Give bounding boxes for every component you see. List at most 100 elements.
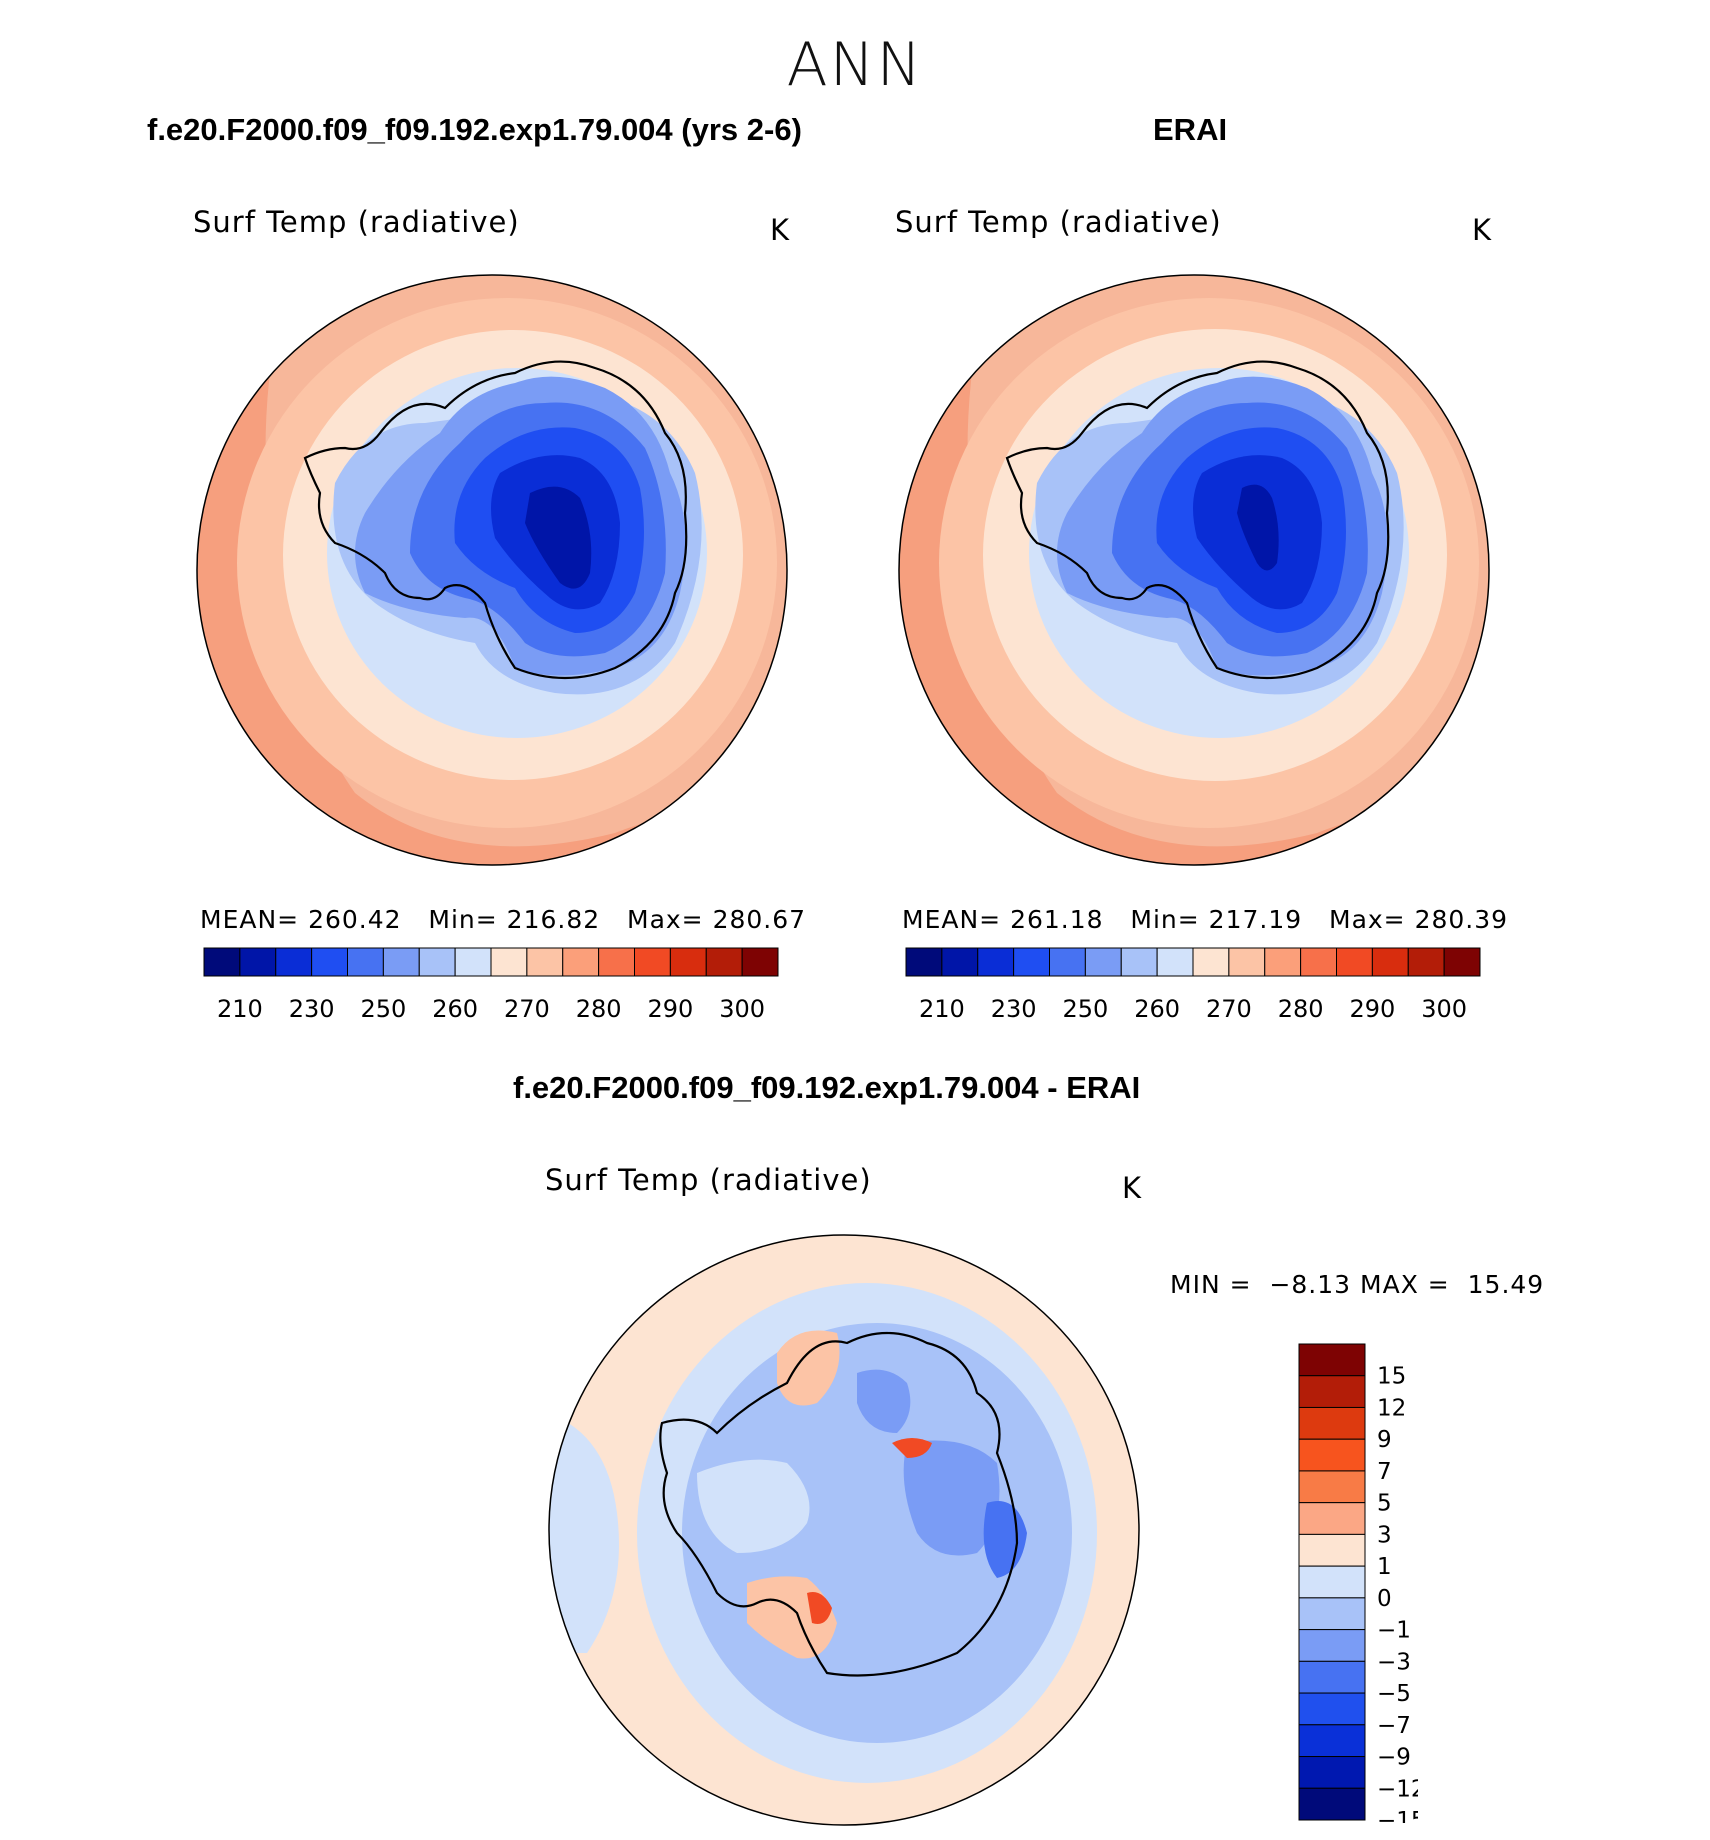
panel1-colorbar-swatch [239, 947, 277, 977]
panel3-colorbar-swatch [1298, 1597, 1366, 1631]
panel1-mean-label: MEAN= [200, 905, 300, 934]
panel1-colorbar-swatch [598, 947, 635, 977]
panel3-colorbar-tick-label: −15 [1377, 1808, 1418, 1823]
panel1-colorbar-tick-label: 300 [719, 995, 765, 1023]
panel2-colorbar-swatch [977, 947, 1015, 977]
panel1-colorbar-swatch [203, 947, 241, 977]
panel3-patch-east-cool [903, 1440, 1000, 1556]
panel2-heading: ERAI [1153, 112, 1228, 147]
panel1-max-label: Max= [627, 905, 704, 934]
panel2-colorbar-swatch [1443, 947, 1481, 977]
panel3-colorbar-tick-label: 7 [1377, 1459, 1392, 1485]
panel3-colorbar-tick-label: −3 [1377, 1649, 1411, 1675]
panel2-variable-label: Surf Temp (radiative) [895, 205, 1222, 239]
panel3-polar-map [548, 1234, 1140, 1826]
panel2-colorbar-swatch [1192, 947, 1230, 977]
panel1-variable-label: Surf Temp (radiative) [193, 205, 520, 239]
panel3-stats: MIN = −8.13 MAX = 15.49 [1170, 1270, 1544, 1299]
panel2-colorbar-swatch [1336, 947, 1373, 977]
panel2-stats: MEAN= 261.18 Min= 217.19 Max= 280.39 [902, 905, 1508, 934]
panel1-coastline [303, 360, 688, 680]
panel1-colorbar-swatch [418, 947, 456, 977]
panel1-colorbar-swatch [705, 947, 743, 977]
panel3-patch-warm-spot [892, 1438, 932, 1458]
panel2-colorbar-swatch [1049, 947, 1086, 977]
panel2-colorbar-tick-label: 260 [1134, 995, 1180, 1023]
panel3-colorbar-tick-label: 1 [1377, 1554, 1392, 1580]
panel2-colorbar-swatch [1264, 947, 1302, 977]
panel1-stats: MEAN= 260.42 Min= 216.82 Max= 280.67 [200, 905, 806, 934]
panel2-colorbar-swatch [1371, 947, 1409, 977]
panel2-min-value: 217.19 [1208, 905, 1303, 934]
panel2-colorbar-tick-label: 280 [1278, 995, 1324, 1023]
panel3-patch-hot-spot [807, 1592, 832, 1624]
panel3-colorbar-tick-label: 5 [1377, 1491, 1392, 1517]
panel1-colorbar-swatch [634, 947, 671, 977]
panel1-units-label: K [770, 213, 791, 247]
panel3-colorbar-swatch [1298, 1756, 1366, 1789]
panel3-colorbar-tick-label: 15 [1377, 1364, 1406, 1390]
panel1-heading: f.e20.F2000.f09_f09.192.exp1.79.004 (yrs… [147, 112, 802, 147]
panel3-colorbar-swatch [1298, 1375, 1366, 1408]
panel1-colorbar-tick-label: 210 [217, 995, 263, 1023]
panel3-patch-west-cool [549, 1413, 619, 1653]
panel3-colorbar-tick-label: 0 [1377, 1586, 1392, 1612]
panel1-colorbar-swatch [669, 947, 707, 977]
panel1-map-border [196, 274, 788, 866]
panel2-units-label: K [1472, 213, 1493, 247]
panel2-colorbar-swatch [1228, 947, 1266, 977]
panel3-colorbar-tick-label: 12 [1377, 1395, 1406, 1421]
panel3-colorbar-tick-label: −9 [1377, 1745, 1411, 1771]
panel3-max-label: MAX = [1360, 1270, 1450, 1299]
panel2-colorbar-tick-label: 250 [1062, 995, 1108, 1023]
panel3-colorbar-tick-label: −5 [1377, 1681, 1411, 1707]
panel3-colorbar-swatch [1298, 1787, 1366, 1821]
panel2-colorbar-swatch [905, 947, 943, 977]
panel1-colorbar-tick-label: 230 [289, 995, 335, 1023]
panel1-band-210 [525, 486, 592, 589]
page-title: ANN [786, 30, 924, 100]
panel2-colorbar-swatch [1120, 947, 1158, 977]
panel1-colorbar-swatch [275, 947, 313, 977]
panel2-colorbar-swatch [1013, 947, 1050, 977]
panel3-colorbar-swatch [1298, 1502, 1366, 1535]
panel3-min-label: MIN = [1170, 1270, 1252, 1299]
panel3-units-label: K [1122, 1171, 1143, 1205]
panel2-polar-map [898, 274, 1490, 866]
panel2-colorbar-tick-label: 270 [1206, 995, 1252, 1023]
panel2-coastline [1005, 360, 1390, 680]
panel3-colorbar: 15 12 9 7 5 3 1 0 −1 −3 −5 −7 −9 −12 −15 [1298, 1343, 1418, 1823]
panel1-colorbar-swatch [454, 947, 492, 977]
panel3-colorbar-swatch [1298, 1343, 1366, 1377]
panel1-colorbar-tick-label: 250 [360, 995, 406, 1023]
panel3-colorbar-swatch [1298, 1565, 1366, 1599]
panel1-colorbar-swatch [562, 947, 600, 977]
panel2-colorbar-tick-label: 290 [1349, 995, 1395, 1023]
panel2-colorbar-swatch [941, 947, 979, 977]
panel3-colorbar-tick-label: −7 [1377, 1713, 1411, 1739]
panel1-mean-value: 260.42 [308, 905, 402, 934]
panel3-patch-ross-shelf [697, 1459, 810, 1553]
panel3-colorbar-swatch [1298, 1533, 1366, 1567]
panel2-map-border [898, 274, 1490, 866]
panel3-colorbar-swatch [1298, 1692, 1366, 1726]
panel3-colorbar-swatch [1298, 1629, 1366, 1662]
panel1-colorbar-tick-label: 290 [647, 995, 693, 1023]
panel3-colorbar-swatch [1298, 1724, 1366, 1758]
panel3-colorbar-tick-label: −1 [1377, 1618, 1411, 1644]
panel3-colorbar-tick-label: 3 [1377, 1522, 1392, 1548]
panel3-coastline [659, 1331, 1019, 1677]
panel2-max-value: 280.39 [1414, 905, 1509, 934]
panel2-colorbar-swatch [1300, 947, 1337, 977]
panel2-colorbar-tick-label: 300 [1421, 995, 1467, 1023]
panel2-max-label: Max= [1329, 905, 1406, 934]
panel2-min-label: Min= [1130, 905, 1200, 934]
panel3-colorbar-swatch [1298, 1406, 1366, 1440]
panel2-colorbar-swatch [1084, 947, 1122, 977]
panel2-mean-label: MEAN= [902, 905, 1002, 934]
panel3-colorbar-tick-label: 9 [1377, 1427, 1392, 1453]
panel1-colorbar-swatch [347, 947, 384, 977]
panel1-colorbar-tick-label: 260 [432, 995, 478, 1023]
panel2-colorbar-swatch [1156, 947, 1194, 977]
panel3-variable-label: Surf Temp (radiative) [545, 1163, 872, 1197]
